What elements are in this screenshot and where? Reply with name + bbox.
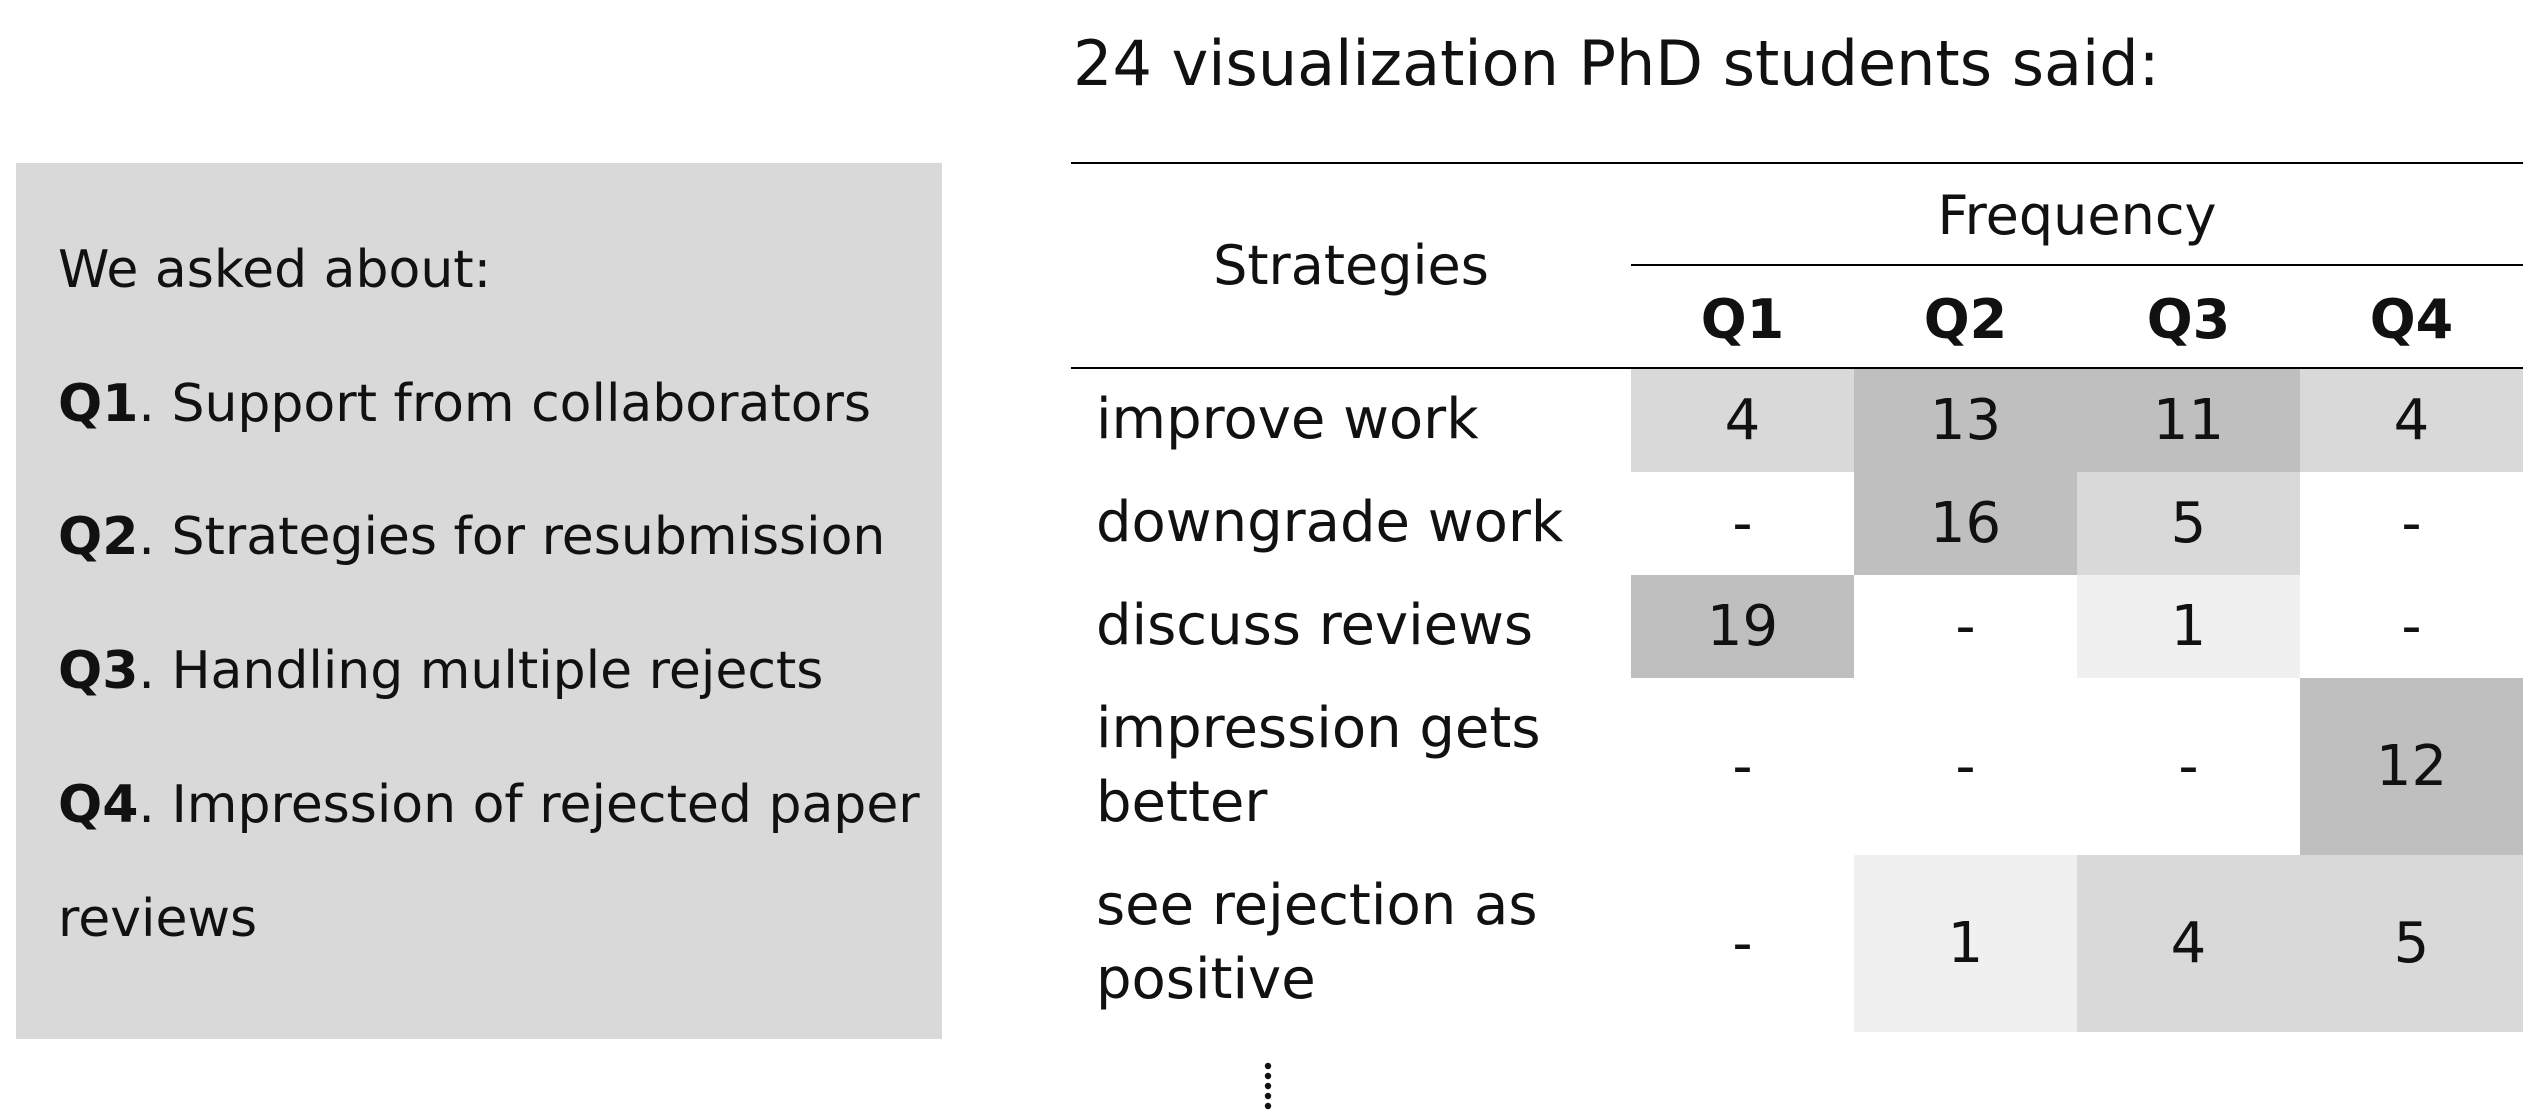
- table-top-rule: [1071, 162, 2523, 164]
- table-cell: -: [2401, 491, 2422, 556]
- question-q2: Q2. Strategies for resubmission: [58, 507, 886, 567]
- question-id: Q1: [58, 374, 139, 434]
- question-q4-continued: reviews: [58, 889, 258, 949]
- question-id: Q3: [58, 641, 139, 701]
- frequency-header: Frequency: [1937, 184, 2217, 247]
- table-cell: -: [1732, 911, 1753, 976]
- question-text: Impression of rejected paper: [171, 775, 920, 835]
- table-cell: 12: [2300, 678, 2523, 855]
- column-header-q1: Q1: [1700, 288, 1785, 351]
- table-cell: -: [1732, 491, 1753, 556]
- header-bottom-rule: [1071, 367, 2523, 369]
- table-cell: 16: [1854, 472, 2077, 575]
- question-id: Q2: [58, 507, 139, 567]
- row-label-improve-work: improve work: [1096, 387, 1479, 452]
- table-cell: 4: [1631, 369, 1854, 472]
- panel-heading: We asked about:: [58, 240, 492, 300]
- question-text: Support from collaborators: [171, 374, 871, 434]
- question-text: Handling multiple rejects: [171, 641, 824, 701]
- table-cell: 4: [2077, 855, 2300, 1032]
- table-cell: -: [1955, 594, 1976, 659]
- question-q1: Q1. Support from collaborators: [58, 374, 871, 434]
- column-header-q4: Q4: [2369, 288, 2454, 351]
- table-cell: -: [2401, 594, 2422, 659]
- column-header-q3: Q3: [2146, 288, 2231, 351]
- row-label-impression-gets-better: impression gets better: [1096, 696, 1541, 835]
- question-q3: Q3. Handling multiple rejects: [58, 641, 824, 701]
- table-cell: 5: [2300, 855, 2523, 1032]
- table-cell: -: [1732, 734, 1753, 799]
- table-cell: 13: [1854, 369, 2077, 472]
- frequency-rule: [1631, 264, 2523, 266]
- question-id: Q4: [58, 775, 139, 835]
- table-cell: 5: [2077, 472, 2300, 575]
- row-label-downgrade-work: downgrade work: [1096, 490, 1564, 555]
- table-cell: -: [1955, 734, 1976, 799]
- table-cell: 11: [2077, 369, 2300, 472]
- row-label-discuss-reviews: discuss reviews: [1096, 593, 1534, 658]
- table-cell: 19: [1631, 575, 1854, 678]
- column-header-q2: Q2: [1923, 288, 2008, 351]
- continuation-dots-icon: [1264, 1062, 1272, 1110]
- table-cell: 1: [1854, 855, 2077, 1032]
- chart-title: 24 visualization PhD students said:: [1073, 27, 2160, 100]
- question-panel: We asked about: Q1. Support from collabo…: [16, 163, 942, 1039]
- row-label-see-rejection-as-positive: see rejection as positive: [1096, 873, 1538, 1012]
- table-cell: 4: [2300, 369, 2523, 472]
- table-cell: -: [2178, 734, 2199, 799]
- question-q4: Q4. Impression of rejected paper: [58, 775, 920, 835]
- question-text: Strategies for resubmission: [171, 507, 886, 567]
- strategies-header: Strategies: [1213, 234, 1489, 297]
- table-cell: 1: [2077, 575, 2300, 678]
